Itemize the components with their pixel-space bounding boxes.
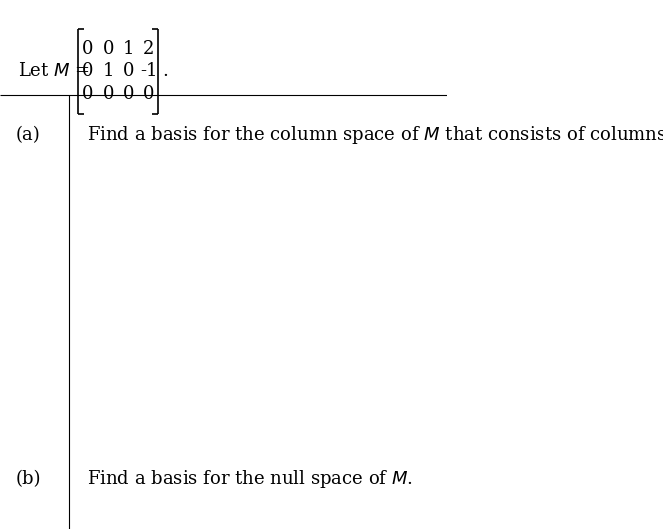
Text: 0: 0 (82, 62, 93, 80)
Text: 2: 2 (143, 40, 154, 58)
Text: 0: 0 (103, 40, 115, 58)
Text: 0: 0 (82, 40, 93, 58)
Text: 0: 0 (123, 85, 135, 103)
Text: 1: 1 (123, 40, 135, 58)
Text: .: . (162, 62, 168, 80)
Text: Let $M$ =: Let $M$ = (18, 62, 90, 80)
Text: (b): (b) (16, 470, 41, 488)
Text: -1: -1 (140, 62, 158, 80)
Text: (a): (a) (16, 126, 40, 144)
Text: 0: 0 (103, 85, 115, 103)
Text: 0: 0 (123, 62, 135, 80)
Text: Find a basis for the column space of $M$ that consists of columns of $M$.: Find a basis for the column space of $M$… (88, 124, 663, 146)
Text: 1: 1 (103, 62, 115, 80)
Text: Find a basis for the null space of $M$.: Find a basis for the null space of $M$. (88, 468, 413, 490)
Text: 0: 0 (82, 85, 93, 103)
Text: 0: 0 (143, 85, 154, 103)
